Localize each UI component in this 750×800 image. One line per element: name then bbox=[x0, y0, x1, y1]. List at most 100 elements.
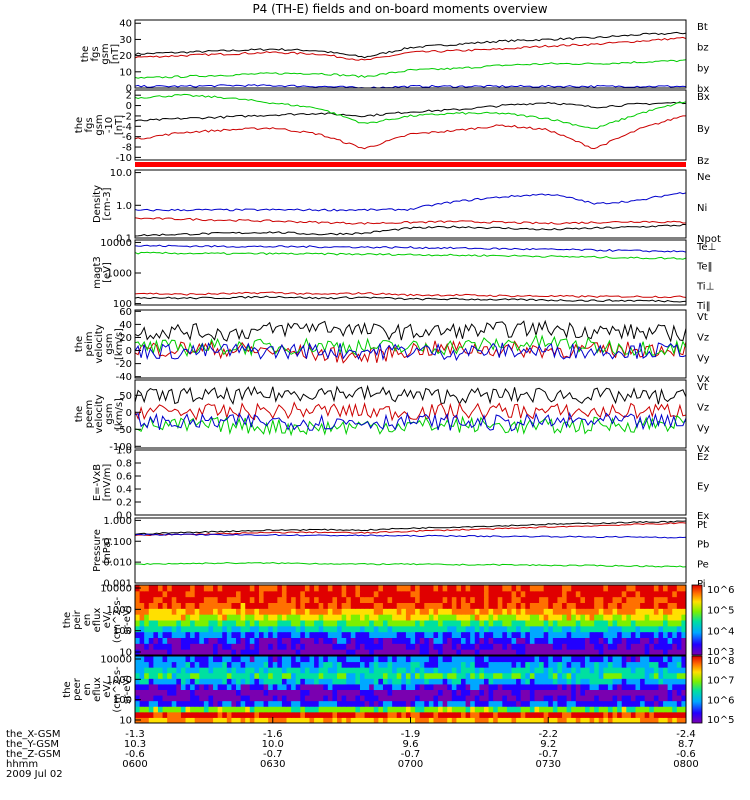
heatmap-cell bbox=[327, 614, 333, 621]
heatmap-cell bbox=[438, 656, 444, 663]
heatmap-cell bbox=[268, 602, 274, 609]
heatmap-cell bbox=[364, 643, 370, 650]
heatmap-cell bbox=[405, 608, 411, 615]
heatmap-cell bbox=[676, 625, 682, 633]
heatmap-cell bbox=[176, 683, 182, 690]
heatmap-cell bbox=[341, 700, 347, 707]
heatmap-cell bbox=[378, 683, 384, 690]
heatmap-cell bbox=[199, 590, 205, 598]
heatmap-cell bbox=[433, 631, 439, 638]
heatmap-cell bbox=[465, 717, 471, 724]
heatmap-cell bbox=[456, 672, 462, 679]
heatmap-cell bbox=[552, 602, 558, 609]
series-line-3-3 bbox=[134, 192, 687, 212]
heatmap-cell bbox=[424, 678, 430, 685]
y-axis-label: magt3 bbox=[92, 256, 103, 289]
heatmap-cell bbox=[401, 667, 407, 674]
heatmap-cell bbox=[359, 656, 366, 663]
heatmap-cell bbox=[190, 706, 196, 713]
heatmap-cell bbox=[341, 678, 347, 685]
heatmap-cell bbox=[552, 631, 558, 638]
heatmap-cell bbox=[176, 661, 182, 668]
heatmap-cell bbox=[470, 661, 476, 668]
heatmap-cell bbox=[612, 656, 618, 663]
heatmap-cell bbox=[254, 637, 260, 644]
heatmap-cell bbox=[557, 656, 563, 663]
heatmap-cell bbox=[644, 667, 650, 674]
heatmap-cell bbox=[245, 608, 251, 615]
heatmap-cell bbox=[433, 661, 439, 668]
heatmap-cell bbox=[575, 717, 581, 724]
heatmap-cell bbox=[451, 683, 457, 690]
heatmap-cell bbox=[139, 608, 145, 615]
heatmap-cell bbox=[341, 711, 347, 718]
heatmap-cell bbox=[451, 625, 457, 633]
heatmap-cell bbox=[488, 683, 494, 690]
heatmap-cell bbox=[291, 625, 297, 633]
heatmap-cell bbox=[203, 656, 209, 663]
heatmap-cell bbox=[630, 602, 636, 609]
heatmap-cell bbox=[502, 656, 508, 663]
y-tick-label: 30 bbox=[119, 35, 132, 46]
heatmap-cell bbox=[337, 590, 343, 598]
legend-label: Vt bbox=[697, 382, 708, 393]
heatmap-cell bbox=[332, 695, 338, 702]
legend-label: Vz bbox=[697, 333, 709, 344]
heatmap-cell bbox=[525, 656, 531, 663]
heatmap-cell bbox=[208, 649, 214, 656]
heatmap-cell bbox=[309, 689, 315, 696]
heatmap-cell bbox=[281, 689, 288, 696]
heatmap-cell bbox=[337, 614, 343, 621]
heatmap-cell bbox=[447, 596, 453, 603]
heatmap-cell bbox=[309, 656, 315, 663]
heatmap-cell bbox=[511, 620, 517, 627]
heatmap-cell bbox=[226, 689, 232, 696]
heatmap-cell bbox=[268, 585, 274, 592]
heatmap-cell bbox=[291, 608, 297, 615]
heatmap-cell bbox=[387, 637, 393, 644]
heatmap-cell bbox=[277, 695, 283, 702]
heatmap-cell bbox=[144, 689, 150, 696]
heatmap-cell bbox=[176, 667, 182, 674]
heatmap-cell bbox=[258, 602, 265, 609]
heatmap-cell bbox=[359, 689, 366, 696]
heatmap-cell bbox=[575, 700, 581, 707]
heatmap-cell bbox=[199, 614, 205, 621]
heatmap-cell bbox=[401, 656, 407, 663]
heatmap-cell bbox=[180, 695, 187, 702]
heatmap-cell bbox=[157, 661, 164, 668]
heatmap-cell bbox=[167, 643, 173, 650]
heatmap-cell bbox=[424, 585, 430, 592]
heatmap-cell bbox=[493, 620, 499, 627]
heatmap-cell bbox=[644, 620, 650, 627]
heatmap-cell bbox=[254, 620, 260, 627]
heatmap-cell bbox=[493, 661, 499, 668]
y-axis-label: the bbox=[74, 336, 85, 352]
heatmap-cell bbox=[479, 608, 485, 615]
heatmap-cell bbox=[667, 661, 673, 668]
heatmap-cell bbox=[378, 667, 384, 674]
legend-label: Pb bbox=[697, 540, 709, 551]
heatmap-cell bbox=[663, 656, 669, 663]
heatmap-cell bbox=[355, 700, 361, 707]
series-line-1-2 bbox=[134, 36, 687, 61]
heatmap-cell bbox=[162, 672, 168, 679]
heatmap-cell bbox=[263, 689, 269, 696]
heatmap-cell bbox=[479, 656, 485, 663]
heatmap-cell bbox=[451, 661, 457, 668]
heatmap-cell bbox=[566, 608, 572, 615]
heatmap-cell bbox=[263, 637, 269, 644]
heatmap-cell bbox=[516, 683, 522, 690]
heatmap-cell bbox=[451, 656, 457, 663]
heatmap-cell bbox=[681, 717, 687, 724]
heatmap-cell bbox=[364, 585, 370, 592]
heatmap-cell bbox=[474, 620, 480, 627]
heatmap-cell bbox=[598, 711, 604, 718]
heatmap-cell bbox=[621, 620, 627, 627]
heatmap-cell bbox=[438, 625, 444, 633]
heatmap-cell bbox=[281, 585, 288, 592]
heatmap-cell bbox=[562, 637, 568, 644]
heatmap-cell bbox=[148, 590, 154, 598]
heatmap-cell bbox=[148, 608, 154, 615]
heatmap-cell bbox=[603, 661, 609, 668]
